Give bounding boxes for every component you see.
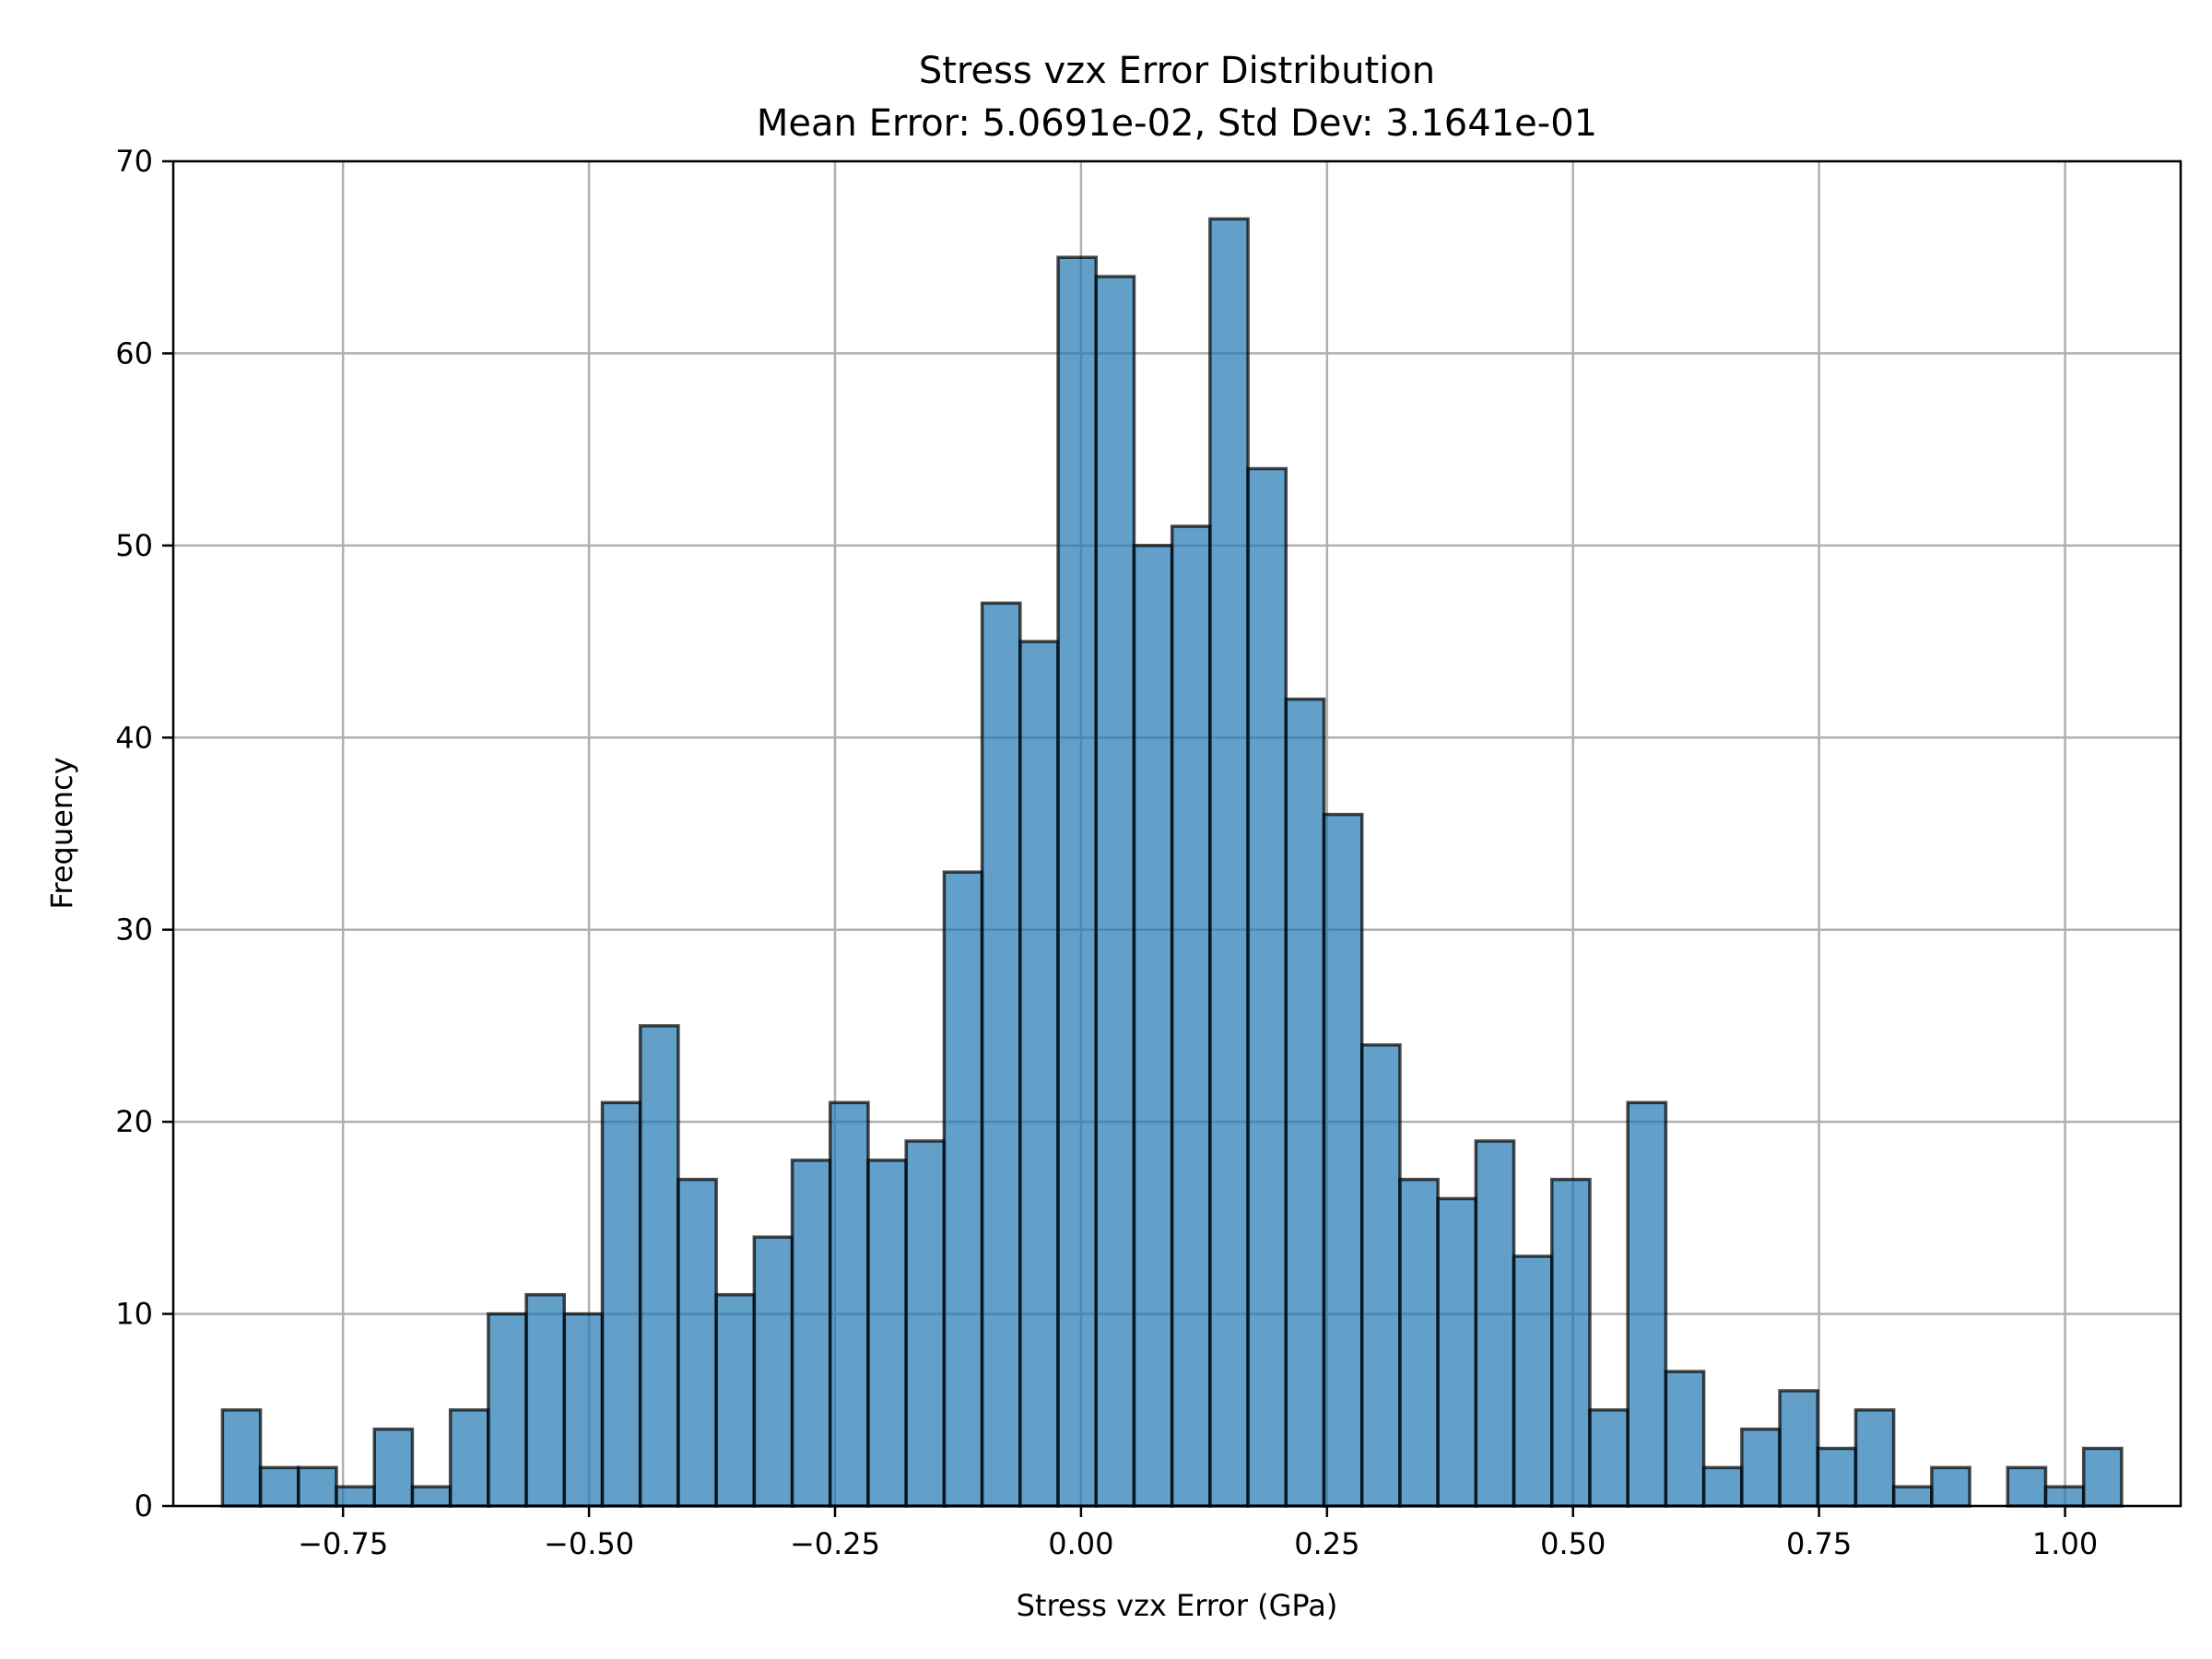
y-axis-label: Frequency — [44, 757, 79, 909]
histogram-bar — [1056, 255, 1098, 1508]
histogram-bar — [638, 1024, 680, 1508]
x-axis-label: Stress vzx Error (GPa) — [1017, 1588, 1338, 1623]
histogram-bar — [1170, 524, 1212, 1508]
x-tick-label: 1.00 — [2032, 1526, 2098, 1561]
x-tick-label: 0.75 — [1786, 1526, 1852, 1561]
histogram-bar — [1740, 1427, 1782, 1508]
histogram-bar — [866, 1159, 908, 1508]
x-tick-label: 0.00 — [1048, 1526, 1113, 1561]
histogram-bar — [258, 1465, 300, 1508]
x-tick-label: −0.50 — [544, 1526, 634, 1561]
histogram-bar — [942, 870, 984, 1508]
histogram-bar — [1853, 1408, 1896, 1508]
histogram-bar — [1891, 1485, 1934, 1508]
histogram-bar — [1208, 217, 1250, 1508]
histogram-bar — [1778, 1389, 1820, 1508]
histogram-bar — [220, 1408, 263, 1508]
histogram-bar — [562, 1312, 605, 1508]
y-tick-label: 0 — [135, 1488, 153, 1524]
histogram-bar — [297, 1465, 338, 1508]
histogram-bar — [1284, 697, 1326, 1508]
y-tick-label: 20 — [115, 1104, 153, 1139]
histogram-bar — [524, 1292, 567, 1508]
histogram-bar — [904, 1139, 947, 1508]
histogram-bar — [1246, 466, 1288, 1508]
y-axis-ticks: 0 10 20 30 40 50 60 70 — [115, 144, 173, 1524]
histogram-bar — [372, 1427, 415, 1508]
histogram-bar — [2043, 1485, 2086, 1508]
chart-subtitle: Mean Error: 5.0691e-02, Std Dev: 3.1641e… — [757, 102, 1597, 145]
x-tick-label: −0.25 — [790, 1526, 880, 1561]
histogram-bar — [1018, 640, 1060, 1508]
histogram-bar — [790, 1159, 832, 1508]
chart-title: Stress vzx Error Distribution — [919, 50, 1435, 92]
histogram-bar — [980, 601, 1022, 1508]
histogram-bar — [2081, 1446, 2124, 1508]
histogram-bar — [448, 1408, 490, 1508]
histogram-bar — [1626, 1100, 1668, 1508]
histogram-bar — [829, 1100, 870, 1508]
x-axis-ticks: −0.75 −0.50 −0.25 0.00 0.25 0.50 0.75 1.00 — [298, 1506, 2098, 1561]
bars — [220, 217, 2124, 1508]
histogram-bar — [677, 1177, 718, 1508]
histogram-bar — [1701, 1465, 1744, 1508]
y-tick-label: 30 — [115, 912, 153, 947]
x-tick-label: −0.75 — [298, 1526, 388, 1561]
y-tick-label: 70 — [115, 144, 153, 179]
histogram-bar — [1132, 544, 1174, 1508]
histogram-bar — [1359, 1043, 1402, 1508]
x-tick-label: 0.25 — [1294, 1526, 1359, 1561]
histogram-bar — [1512, 1254, 1554, 1508]
y-tick-label: 60 — [115, 335, 153, 371]
histogram-bar — [1930, 1465, 1971, 1508]
histogram-bar — [1588, 1408, 1630, 1508]
y-tick-label: 50 — [115, 528, 153, 563]
plot-frame — [171, 159, 2183, 1508]
x-tick-label: 0.50 — [1540, 1526, 1606, 1561]
histogram-bar — [410, 1485, 453, 1508]
histogram-bar — [1398, 1177, 1440, 1508]
histogram-bar — [1664, 1370, 1706, 1508]
histogram-bar — [600, 1100, 642, 1508]
histogram-bar — [714, 1292, 757, 1508]
y-tick-label: 10 — [115, 1297, 153, 1332]
histogram-bar — [752, 1235, 794, 1508]
histogram-bar — [1094, 275, 1136, 1508]
histogram-bar — [1816, 1446, 1858, 1508]
histogram-bar — [1550, 1177, 1592, 1508]
histogram-bar — [487, 1312, 528, 1508]
histogram-bar — [335, 1485, 376, 1508]
histogram-bar — [1436, 1196, 1478, 1508]
histogram-bar — [1322, 812, 1364, 1508]
histogram-bar — [2006, 1465, 2048, 1508]
y-tick-label: 40 — [115, 720, 153, 755]
histogram-bar — [1474, 1139, 1516, 1508]
